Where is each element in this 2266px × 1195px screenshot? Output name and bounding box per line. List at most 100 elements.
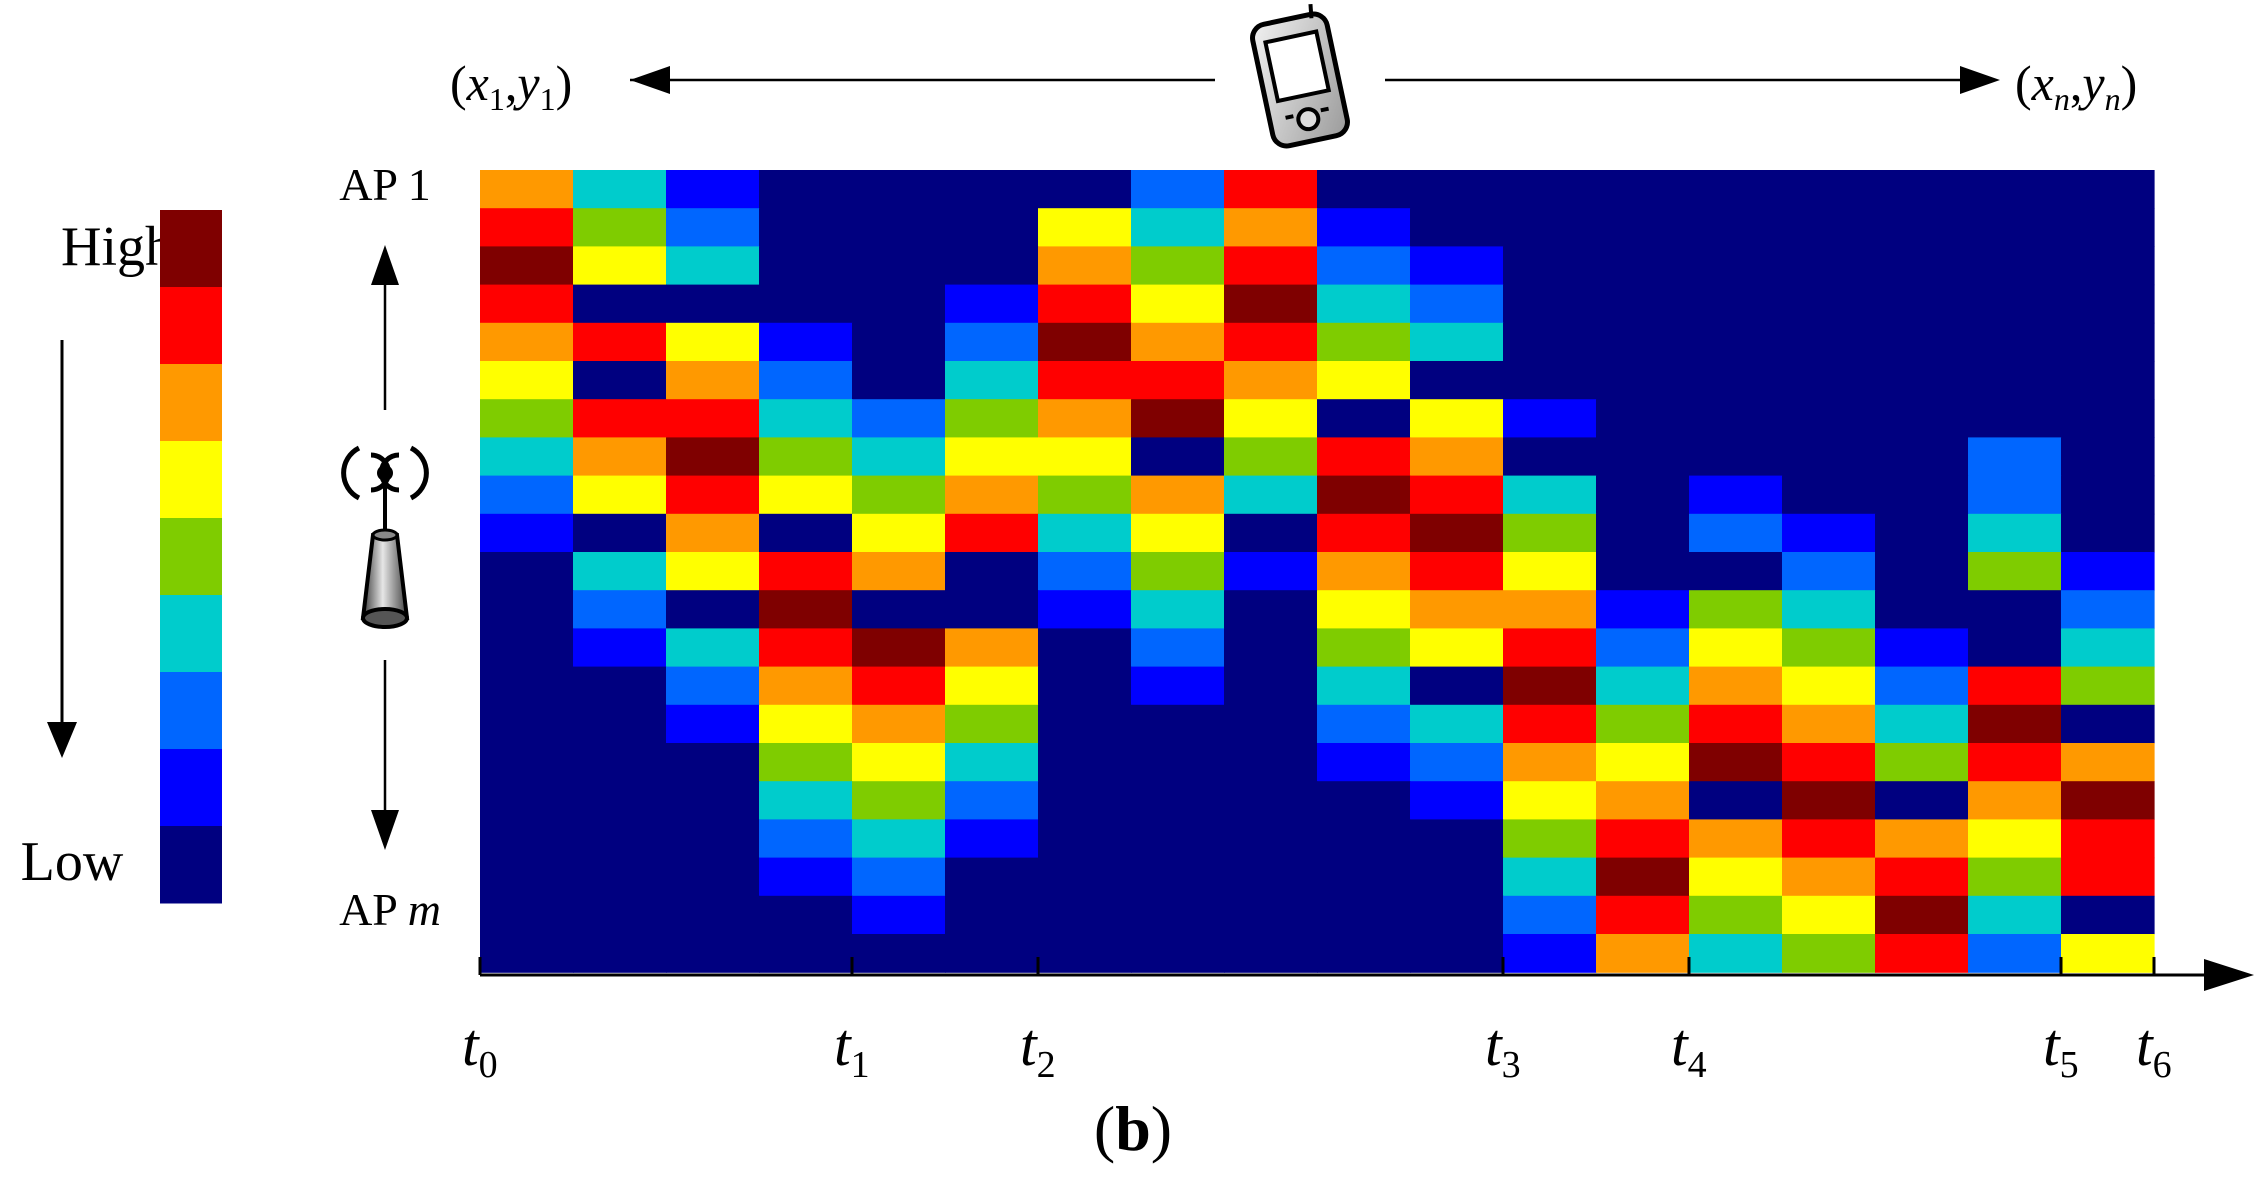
heatmap-cell — [666, 590, 760, 629]
heatmap-cell — [759, 437, 853, 477]
heatmap-cell — [1317, 857, 1411, 897]
heatmap-cell — [1968, 513, 2062, 553]
heatmap-cell — [1131, 322, 1225, 362]
heatmap-cell — [1410, 743, 1504, 782]
time-tick-label: t1 — [834, 1012, 870, 1086]
colorbar-swatch — [160, 287, 222, 365]
heatmap-cell — [666, 437, 760, 477]
heatmap-cell — [1131, 781, 1225, 820]
heatmap-cell — [2061, 552, 2155, 591]
heatmap-cell — [573, 284, 667, 324]
heatmap-cell — [1875, 895, 1969, 935]
heatmap-cell — [666, 513, 760, 553]
heatmap-cell — [480, 819, 574, 859]
heatmap-cell — [1131, 208, 1225, 247]
heatmap-cell — [1968, 475, 2062, 515]
heatmap-cell — [1782, 704, 1876, 744]
heatmap-cell — [1410, 934, 1504, 973]
heatmap-cell — [1131, 284, 1225, 324]
heatmap-cell — [1131, 361, 1225, 400]
heatmap-cell — [759, 666, 853, 706]
heatmap-cell — [2061, 857, 2155, 897]
heatmap-cell — [759, 781, 853, 820]
heatmap-cell — [759, 895, 853, 935]
heatmap-cell — [1596, 934, 1690, 973]
heatmap-cell — [480, 437, 574, 477]
heatmap-cell — [1596, 170, 1690, 209]
heatmap-cell — [666, 552, 760, 591]
heatmap-cell — [1596, 208, 1690, 247]
heatmap-cell — [666, 322, 760, 362]
heatmap-cell — [945, 322, 1039, 362]
colorbar-swatch — [160, 826, 222, 904]
heatmap-cell — [1968, 322, 2062, 362]
heatmap-cell — [573, 399, 667, 438]
heatmap-cell — [1038, 513, 1132, 553]
heatmap-cell — [480, 857, 574, 897]
legend-high-label: High — [61, 216, 173, 278]
heatmap-cell — [1689, 246, 1783, 286]
heatmap-cell — [1968, 170, 2062, 209]
heatmap-cell — [1689, 934, 1783, 973]
heatmap-cell — [1224, 666, 1318, 706]
heatmap-cell — [759, 857, 853, 897]
heatmap-cell — [2061, 895, 2155, 935]
heatmap-cell — [1782, 895, 1876, 935]
heatmap-cell — [1131, 819, 1225, 859]
heatmap-cell — [1782, 322, 1876, 362]
heatmap-cell — [852, 628, 946, 668]
heatmap — [480, 170, 2155, 973]
heatmap-cell — [1782, 857, 1876, 897]
heatmap-cell — [759, 934, 853, 973]
heatmap-cell — [1875, 704, 1969, 744]
heatmap-cell — [1782, 513, 1876, 553]
smartphone-icon — [1250, 4, 1350, 149]
heatmap-cell — [573, 819, 667, 859]
heatmap-cell — [1596, 895, 1690, 935]
heatmap-cell — [1782, 590, 1876, 629]
heatmap-cell — [852, 246, 946, 286]
heatmap-cell — [1503, 284, 1597, 324]
heatmap-cell — [2061, 361, 2155, 400]
heatmap-cell — [1503, 819, 1597, 859]
heatmap-cell — [1317, 666, 1411, 706]
heatmap-cell — [852, 781, 946, 820]
arrow-left-head — [630, 66, 670, 94]
heatmap-cell — [1317, 322, 1411, 362]
heatmap-cell — [573, 361, 667, 400]
heatmap-cell — [2061, 628, 2155, 668]
heatmap-cell — [1875, 284, 1969, 324]
heatmap-cell — [1596, 552, 1690, 591]
heatmap-cell — [1131, 437, 1225, 477]
heatmap-cell — [1782, 781, 1876, 820]
heatmap-cell — [1689, 704, 1783, 744]
heatmap-cell — [852, 513, 946, 553]
heatmap-cell — [2061, 322, 2155, 362]
heatmap-cell — [666, 628, 760, 668]
heatmap-cell — [852, 475, 946, 515]
heatmap-cell — [759, 743, 853, 782]
heatmap-cell — [1038, 590, 1132, 629]
heatmap-cell — [2061, 666, 2155, 706]
heatmap-cell — [1317, 208, 1411, 247]
heatmap-cell — [1410, 628, 1504, 668]
heatmap-cell — [1596, 590, 1690, 629]
heatmap-cell — [1131, 590, 1225, 629]
heatmap-cell — [1131, 743, 1225, 782]
heatmap-cell — [1596, 322, 1690, 362]
heatmap-cell — [852, 895, 946, 935]
heatmap-cell — [1038, 437, 1132, 477]
heatmap-cell — [1875, 399, 1969, 438]
heatmap-cell — [1968, 246, 2062, 286]
heatmap-cell — [1224, 208, 1318, 247]
antenna-icon — [341, 445, 429, 629]
heatmap-cell — [945, 552, 1039, 591]
heatmap-cell — [1596, 704, 1690, 744]
heatmap-cell — [1596, 781, 1690, 820]
colorbar-legend: High Low — [21, 210, 222, 904]
heatmap-cell — [1317, 934, 1411, 973]
end-point-label: (xn,yn) — [2015, 55, 2137, 117]
heatmap-cell — [945, 437, 1039, 477]
heatmap-cell — [1410, 513, 1504, 553]
heatmap-cell — [2061, 590, 2155, 629]
